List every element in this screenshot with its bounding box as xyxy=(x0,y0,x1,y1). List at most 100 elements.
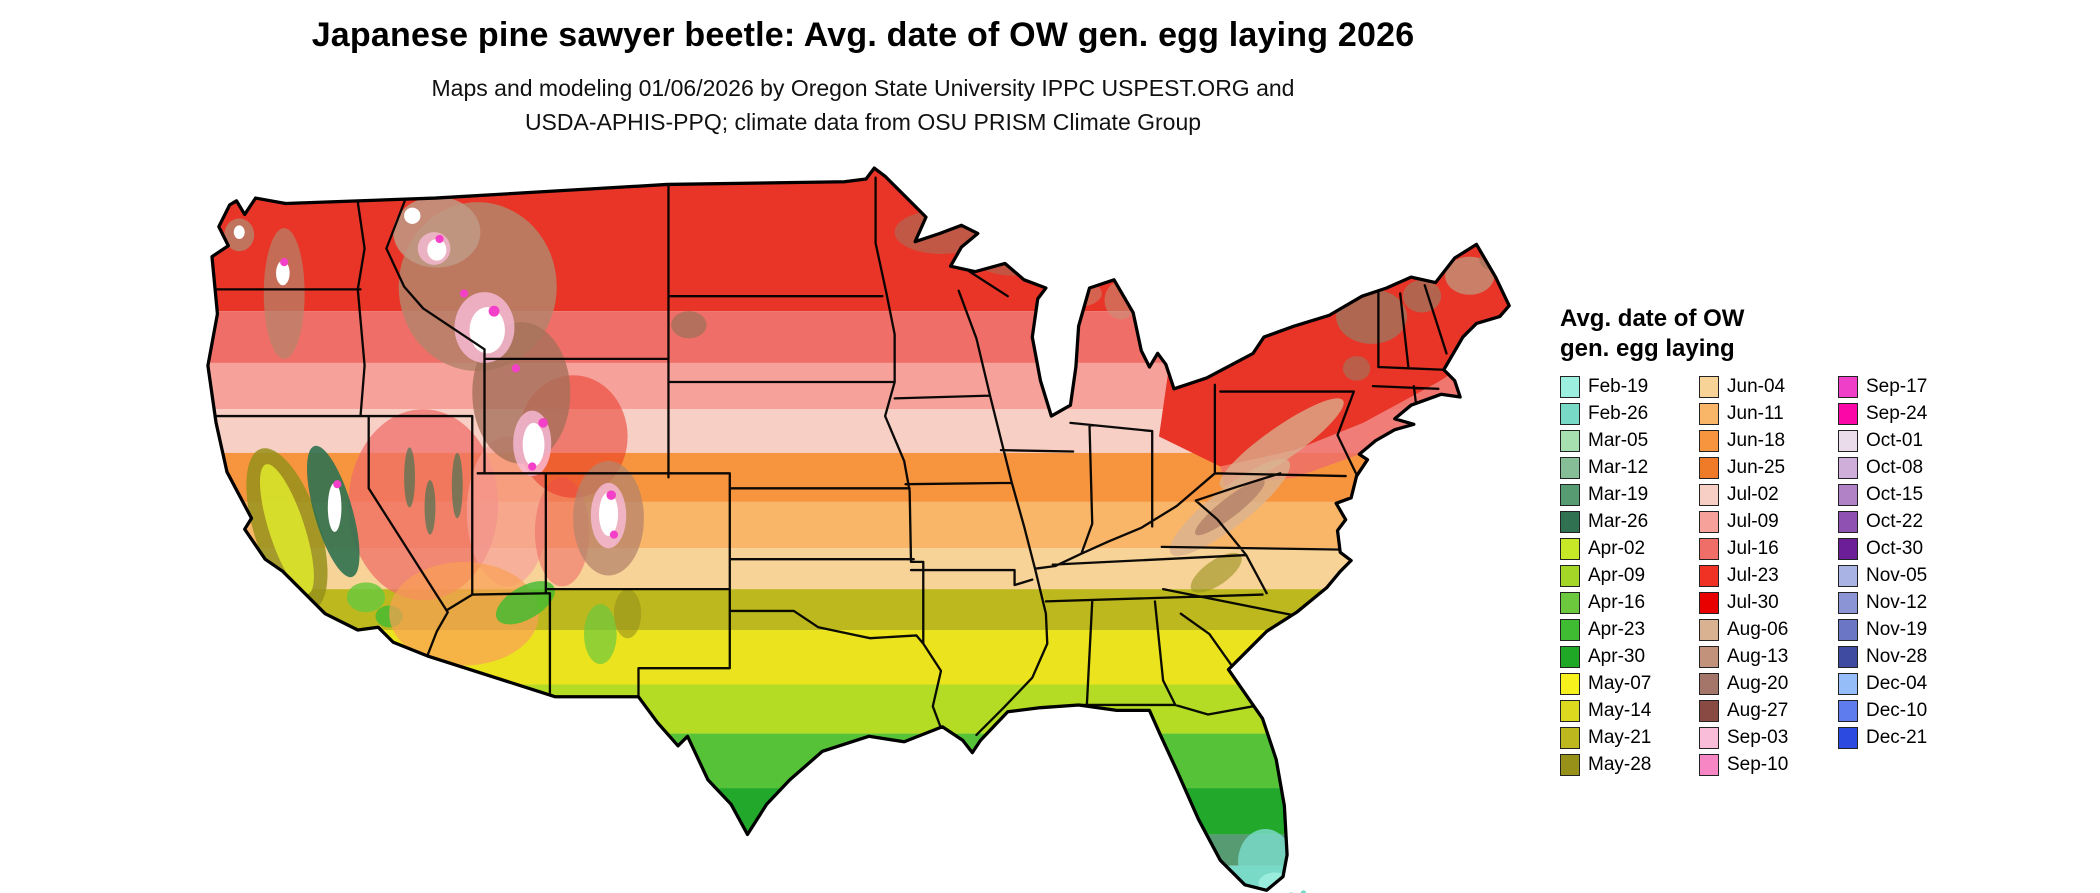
subtitle-line-2: USDA-APHIS-PPQ; climate data from OSU PR… xyxy=(524,109,1202,135)
legend-entry: May-07 xyxy=(1560,673,1689,695)
legend-entry: Oct-30 xyxy=(1838,538,1927,560)
legend-swatch xyxy=(1699,376,1719,398)
legend-swatch xyxy=(1699,700,1719,722)
legend-swatch xyxy=(1699,511,1719,533)
legend-swatch xyxy=(1838,457,1858,479)
legend-entry: Jul-30 xyxy=(1699,592,1828,614)
legend-swatch xyxy=(1699,484,1719,506)
legend-label: Jul-30 xyxy=(1727,592,1779,613)
legend-swatch xyxy=(1838,484,1858,506)
us-map-svg xyxy=(206,166,1511,893)
legend-label: May-14 xyxy=(1588,700,1652,721)
legend-label: Jun-18 xyxy=(1727,430,1786,451)
legend-entry: Sep-24 xyxy=(1838,403,1927,425)
legend-swatch xyxy=(1699,565,1719,587)
legend-entry: Jun-25 xyxy=(1699,457,1828,479)
legend-swatch xyxy=(1560,565,1580,587)
legend-swatch xyxy=(1699,457,1719,479)
legend-label: Mar-12 xyxy=(1588,457,1649,478)
legend-entry: Jul-09 xyxy=(1699,511,1828,533)
legend-entry: Apr-30 xyxy=(1560,646,1689,668)
legend-entry: Oct-22 xyxy=(1838,511,1927,533)
legend-label: Jun-25 xyxy=(1727,457,1786,478)
legend-swatch xyxy=(1699,646,1719,668)
legend-entry: Jun-11 xyxy=(1699,403,1828,425)
legend-label: May-21 xyxy=(1588,727,1652,748)
legend-swatch xyxy=(1838,430,1858,452)
legend-title-line-2: gen. egg laying xyxy=(1560,335,1735,362)
legend-entry: Feb-19 xyxy=(1560,376,1689,398)
legend-entry: Mar-19 xyxy=(1560,484,1689,506)
legend-entry: Apr-02 xyxy=(1560,538,1689,560)
legend-entry: Oct-08 xyxy=(1838,457,1927,479)
legend-label: Jul-09 xyxy=(1727,511,1779,532)
legend-column: Jun-04 Jun-11 Jun-18 Jun-25 Jul-02 Jul-09 Jul-… xyxy=(1699,376,1828,781)
legend-label: Mar-26 xyxy=(1588,511,1649,532)
legend-column: Sep-17 Sep-24 Oct-01 Oct-08 Oct-15 Oct-22 Oct-… xyxy=(1838,376,1927,781)
legend-column: Feb-19 Feb-26 Mar-05 Mar-12 Mar-19 Mar-26 Apr-… xyxy=(1560,376,1689,781)
legend-label: Mar-05 xyxy=(1588,430,1649,451)
legend-entry: Nov-28 xyxy=(1838,646,1927,668)
legend-label: Aug-27 xyxy=(1727,700,1789,721)
legend-entry: Jul-02 xyxy=(1699,484,1828,506)
legend-label: Nov-28 xyxy=(1866,646,1928,667)
legend-swatch xyxy=(1560,538,1580,560)
legend-swatch xyxy=(1838,565,1858,587)
legend-swatch xyxy=(1560,673,1580,695)
legend-label: Oct-30 xyxy=(1866,538,1924,559)
legend-swatch xyxy=(1560,484,1580,506)
legend-entry: Aug-27 xyxy=(1699,700,1828,722)
legend-entry: May-21 xyxy=(1560,727,1689,749)
legend-label: Feb-26 xyxy=(1588,403,1649,424)
legend-label: Dec-04 xyxy=(1866,673,1928,694)
legend-entry: May-28 xyxy=(1560,754,1689,776)
legend-label: Jul-02 xyxy=(1727,484,1779,505)
legend-entry: Jul-23 xyxy=(1699,565,1828,587)
legend-label: Sep-03 xyxy=(1727,727,1789,748)
page-title: Japanese pine sawyer beetle: Avg. date o… xyxy=(311,16,1415,54)
legend-label: Dec-21 xyxy=(1866,727,1928,748)
legend-swatch xyxy=(1699,403,1719,425)
legend-swatch xyxy=(1838,592,1858,614)
legend-swatch xyxy=(1838,727,1858,749)
legend-entry: Oct-01 xyxy=(1838,430,1927,452)
legend-entry: Nov-19 xyxy=(1838,619,1927,641)
legend-swatch xyxy=(1838,403,1858,425)
legend-label: Oct-08 xyxy=(1866,457,1924,478)
legend-swatch xyxy=(1838,538,1858,560)
legend-entry: Dec-21 xyxy=(1838,727,1927,749)
legend-entry: Sep-03 xyxy=(1699,727,1828,749)
legend-label: Aug-20 xyxy=(1727,673,1789,694)
legend-entry: Mar-26 xyxy=(1560,511,1689,533)
legend-entry: Apr-16 xyxy=(1560,592,1689,614)
legend-label: Aug-06 xyxy=(1727,619,1789,640)
legend-label: May-07 xyxy=(1588,673,1652,694)
us-map xyxy=(205,164,1523,893)
legend-label: Dec-10 xyxy=(1866,700,1928,721)
legend-entry: Sep-17 xyxy=(1838,376,1927,398)
legend: Avg. date of OW gen. egg laying Feb-19 Fe… xyxy=(1560,304,1927,781)
legend-swatch xyxy=(1699,754,1719,776)
legend-swatch xyxy=(1838,376,1858,398)
legend-swatch xyxy=(1560,592,1580,614)
legend-entry: May-14 xyxy=(1560,700,1689,722)
legend-label: Mar-19 xyxy=(1588,484,1649,505)
legend-swatch xyxy=(1838,700,1858,722)
legend-swatch xyxy=(1699,538,1719,560)
legend-label: Apr-16 xyxy=(1588,592,1646,613)
legend-swatch xyxy=(1560,376,1580,398)
legend-title-line-1: Avg. date of OW xyxy=(1560,305,1745,332)
legend-label: Oct-22 xyxy=(1866,511,1924,532)
legend-label: Apr-09 xyxy=(1588,565,1646,586)
legend-label: Jul-16 xyxy=(1727,538,1779,559)
legend-label: Sep-17 xyxy=(1866,376,1928,397)
legend-swatch xyxy=(1699,619,1719,641)
legend-swatch xyxy=(1699,673,1719,695)
legend-swatch xyxy=(1560,511,1580,533)
legend-entry: Jul-16 xyxy=(1699,538,1828,560)
legend-swatch xyxy=(1699,430,1719,452)
legend-label: Jun-04 xyxy=(1727,376,1786,397)
legend-label: Oct-01 xyxy=(1866,430,1924,451)
legend-entry: Dec-10 xyxy=(1838,700,1927,722)
